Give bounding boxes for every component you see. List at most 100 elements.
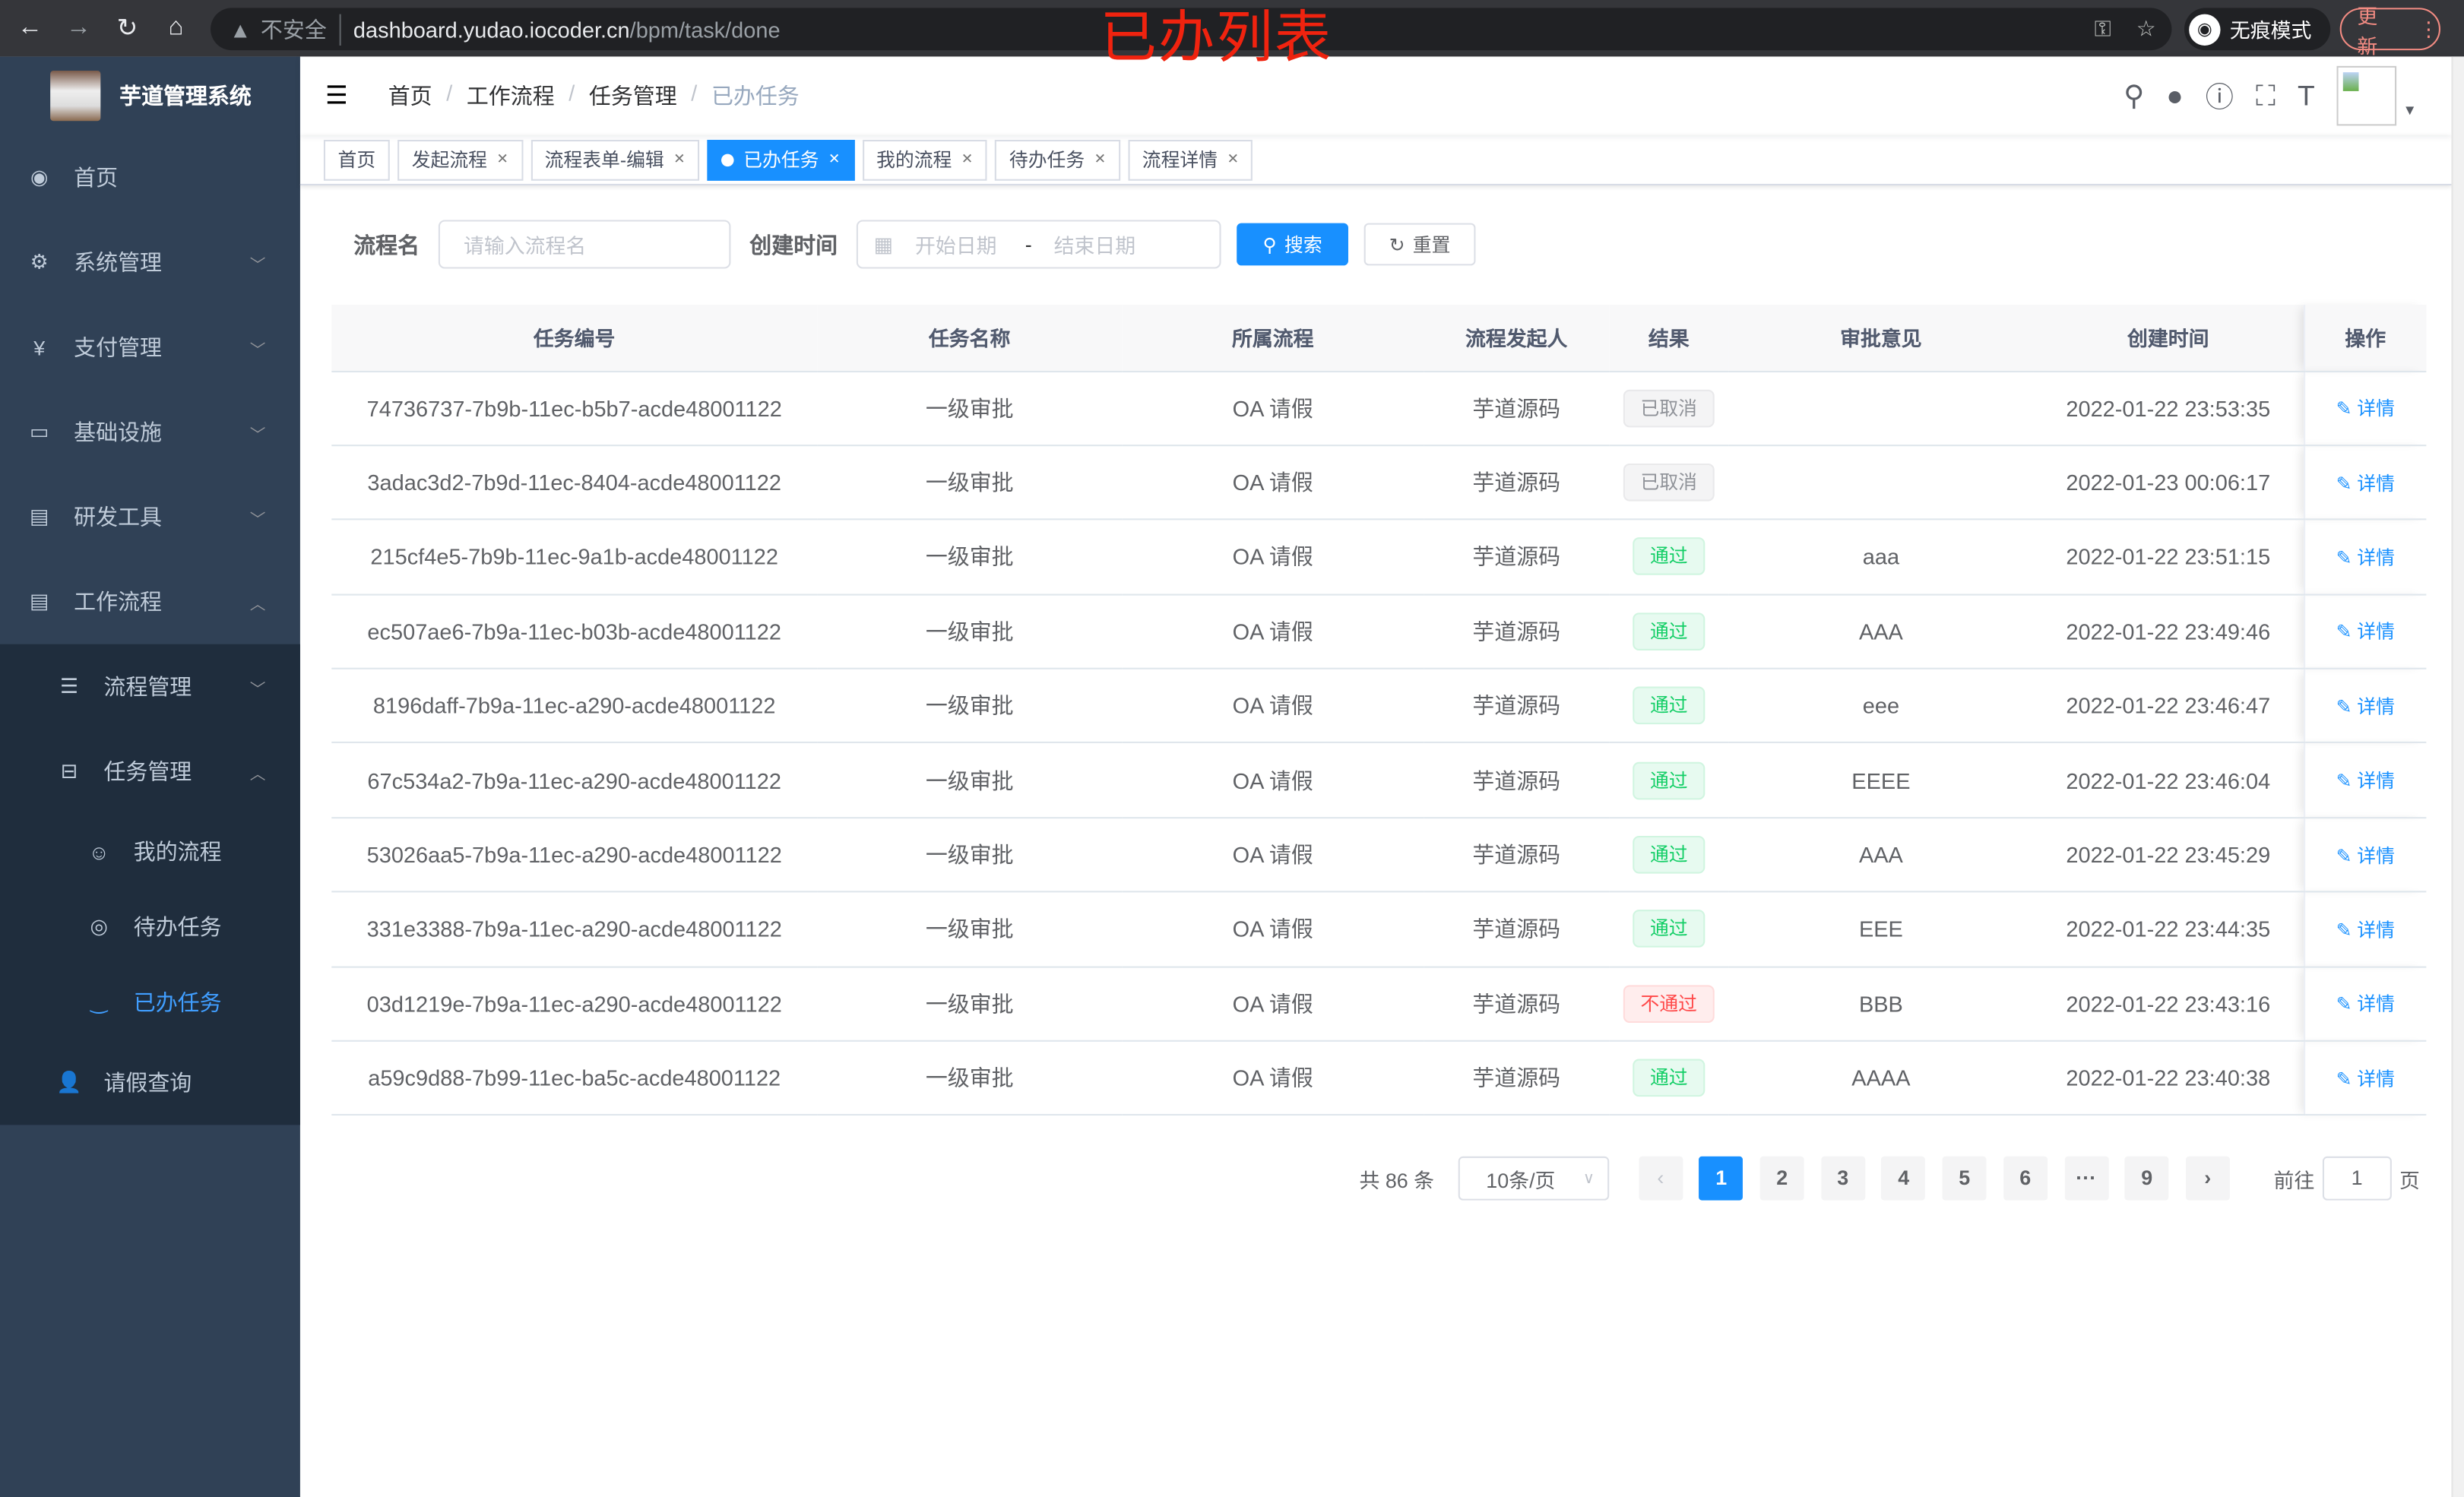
process-name-input[interactable]: 请输入流程名 [438, 220, 731, 269]
home-icon[interactable]: ⌂ [168, 14, 184, 41]
search-icon[interactable]: ⚲ [2124, 79, 2145, 111]
detail-label: 详情 [2357, 844, 2395, 867]
edit-icon: ✎ [2336, 695, 2358, 718]
page-button[interactable]: 5 [1942, 1156, 1987, 1201]
process-name: OA 请假 [1122, 668, 1424, 744]
task-name: 一级审批 [817, 445, 1123, 521]
detail-link[interactable]: ✎ 详情 [2336, 397, 2395, 419]
app-logo[interactable]: 芋道管理系统 [0, 56, 300, 135]
prev-page-button[interactable]: ‹ [1638, 1156, 1683, 1201]
detail-link[interactable]: ✎ 详情 [2336, 695, 2395, 717]
table-row: 331e3388-7b9a-11ec-a290-acde48001122 一级审批… [331, 891, 2427, 967]
end-date[interactable]: 结束日期 [1053, 234, 1136, 258]
close-icon[interactable]: ✕ [673, 150, 686, 167]
page-size-select[interactable]: 10条/页 ∨ [1458, 1156, 1609, 1201]
update-button[interactable]: 更新 ⋮ [2339, 4, 2440, 57]
date-range-picker[interactable]: ▦ 开始日期 - 结束日期 [856, 220, 1221, 269]
sidebar-item-leave[interactable]: 👤 请假查询 [0, 1040, 300, 1125]
reload-icon[interactable]: ↻ [116, 15, 138, 43]
detail-label: 详情 [2357, 770, 2395, 793]
sidebar-item-todo[interactable]: ◎ 待办任务 [0, 889, 300, 964]
github-icon[interactable]: ● [2166, 79, 2184, 111]
back-icon[interactable]: ← [17, 14, 43, 41]
detail-link[interactable]: ✎ 详情 [2336, 472, 2395, 494]
star-icon[interactable]: ☆ [2136, 15, 2156, 41]
page-button[interactable]: 9 [2124, 1156, 2169, 1201]
page-button[interactable]: 6 [2003, 1156, 2048, 1201]
detail-link[interactable]: ✎ 详情 [2336, 546, 2395, 568]
chevron-down-icon: ﹀ [249, 257, 266, 274]
detail-link[interactable]: ✎ 详情 [2336, 919, 2395, 941]
page-button[interactable]: 4 [1881, 1156, 1926, 1201]
address-bar[interactable]: ▲ 不安全 dashboard.yudao.iocoder.cn/bpm/tas… [211, 8, 2172, 51]
reset-button[interactable]: ↻ 重置 [1363, 223, 1476, 266]
forward-icon[interactable]: → [65, 14, 91, 41]
tag-0[interactable]: 首页 [323, 138, 390, 180]
fullscreen-icon[interactable]: ⛶ [2255, 79, 2276, 111]
next-page-button[interactable]: › [2185, 1156, 2230, 1201]
close-icon[interactable]: ✕ [1227, 150, 1240, 167]
caret-down-icon[interactable]: ▼ [2402, 102, 2417, 119]
sidebar-item-devtools[interactable]: ▤ 研发工具 ﹀ [0, 474, 300, 559]
detail-label: 详情 [2357, 1068, 2395, 1090]
tag-3[interactable]: 已办任务 ✕ [707, 138, 855, 180]
breadcrumb-item[interactable]: 首页 [388, 83, 432, 109]
incognito-badge[interactable]: ◉ 无痕模式 [2184, 8, 2331, 51]
comment: EEE [1728, 891, 2034, 967]
search-button[interactable]: ⚲ 搜索 [1237, 223, 1349, 266]
tag-6[interactable]: 流程详情 ✕ [1128, 138, 1253, 180]
close-icon[interactable]: ✕ [1094, 150, 1107, 167]
sidebar-item-workflow[interactable]: ▤ 工作流程 ︿ [0, 559, 300, 644]
close-icon[interactable]: ✕ [496, 150, 509, 167]
detail-link[interactable]: ✎ 详情 [2336, 770, 2395, 792]
tag-2[interactable]: 流程表单-编辑 ✕ [530, 138, 700, 180]
page-button[interactable]: 2 [1759, 1156, 1804, 1201]
starter: 芋道源码 [1424, 742, 1610, 818]
page-button[interactable]: 3 [1820, 1156, 1865, 1201]
result-cell: 不通过 [1609, 966, 1729, 1042]
sidebar: 芋道管理系统 ◉ 首页 ⚙ 系统管理 ﹀ ¥ 支付管理 ﹀ ▭ 基础设施 ﹀ ▤ 研发工具 ﹀ ▤… [0, 56, 300, 1497]
goto-page-input[interactable]: 1 [2322, 1156, 2392, 1201]
sidebar-item-system[interactable]: ⚙ 系统管理 ﹀ [0, 220, 300, 305]
detail-link[interactable]: ✎ 详情 [2336, 993, 2395, 1015]
detail-label: 详情 [2357, 919, 2395, 942]
result-badge: 已取消 [1623, 464, 1715, 502]
comment: AAAA [1728, 1040, 2034, 1116]
avatar[interactable] [2336, 65, 2397, 126]
tag-5[interactable]: 待办任务 ✕ [995, 138, 1120, 180]
font-size-icon[interactable]: T [2297, 79, 2315, 111]
sidebar-item-infra[interactable]: ▭ 基础设施 ﹀ [0, 390, 300, 475]
result-cell: 通过 [1609, 519, 1729, 595]
scrollbar[interactable] [2451, 56, 2464, 1497]
start-date[interactable]: 开始日期 [914, 234, 997, 258]
menu-label: 流程管理 [103, 674, 192, 700]
result-cell: 通过 [1609, 742, 1729, 818]
detail-link[interactable]: ✎ 详情 [2336, 621, 2395, 643]
task-id: 331e3388-7b9a-11ec-a290-acde48001122 [331, 891, 818, 967]
breadcrumb-item[interactable]: 任务管理 [588, 83, 677, 109]
sidebar-item-home[interactable]: ◉ 首页 [0, 135, 300, 220]
help-icon[interactable]: ⓘ [2205, 81, 2234, 113]
page-button[interactable]: ··· [2063, 1156, 2108, 1201]
page-button[interactable]: 1 [1699, 1156, 1743, 1201]
detail-link[interactable]: ✎ 详情 [2336, 844, 2395, 866]
done-task-table: 任务编号 任务名称 所属流程 流程发起人 结果 审批意见 创建时间 操作 74736737-7… [331, 305, 2427, 1116]
breadcrumb-item[interactable]: 工作流程 [466, 83, 555, 109]
menu-label: 首页 [74, 165, 119, 191]
detail-label: 详情 [2357, 621, 2395, 644]
close-icon[interactable]: ✕ [961, 150, 974, 167]
task-id: 67c534a2-7b9a-11ec-a290-acde48001122 [331, 742, 818, 818]
sidebar-item-pay[interactable]: ¥ 支付管理 ﹀ [0, 305, 300, 390]
result-badge: 通过 [1633, 687, 1705, 725]
sidebar-item-process-manage[interactable]: ☰ 流程管理 ﹀ [0, 644, 300, 730]
tag-1[interactable]: 发起流程 ✕ [397, 138, 523, 180]
sidebar-item-done[interactable]: ‿ 已办任务 [0, 965, 300, 1040]
detail-link[interactable]: ✎ 详情 [2336, 1068, 2395, 1090]
sidebar-item-task-manage[interactable]: ⊟ 任务管理 ︿ [0, 729, 300, 814]
sidebar-item-my-process[interactable]: ☺ 我的流程 [0, 814, 300, 889]
key-icon[interactable]: ⚿ [2094, 15, 2111, 41]
close-icon[interactable]: ✕ [828, 150, 841, 167]
tag-4[interactable]: 我的流程 ✕ [862, 138, 987, 180]
hamburger-icon[interactable]: ☰ [325, 83, 348, 110]
process-name: OA 请假 [1122, 1040, 1424, 1116]
